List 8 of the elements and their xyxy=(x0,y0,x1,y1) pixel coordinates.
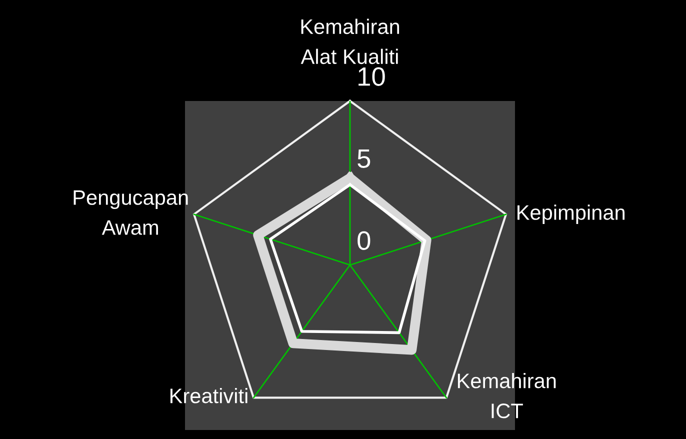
spoke-label: Pengucapan Awam xyxy=(74,190,188,235)
y-tick-label: 0 xyxy=(358,231,370,250)
y-tick-label: 10 xyxy=(358,67,385,86)
spoke-label: Kemahiran ICT xyxy=(458,372,556,418)
y-tick-label: 5 xyxy=(358,150,370,168)
spoke-label: Kemahiran Alat Kualiti xyxy=(300,18,400,64)
spoke-label: Kepimpinan xyxy=(518,204,625,224)
spoke-label: Kreativiti xyxy=(170,388,248,404)
